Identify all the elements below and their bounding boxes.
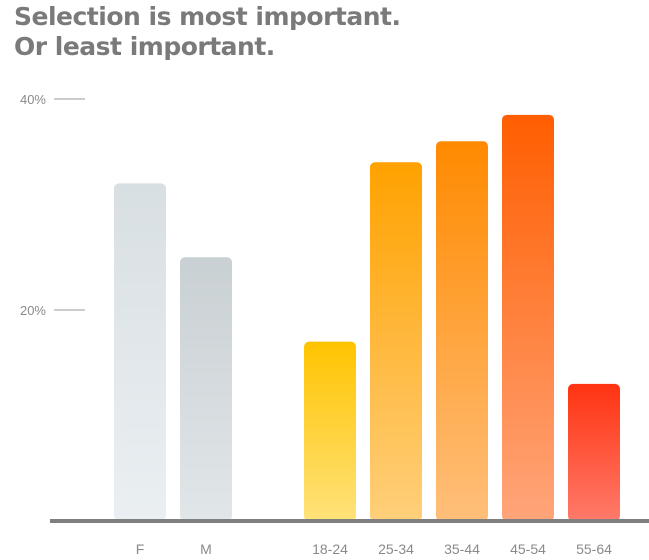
x-axis-labels: F M 18‑24 25‑34 35‑44 45‑54 55‑64: [136, 541, 612, 557]
x-tick-label: F: [136, 541, 145, 557]
bar-25-34: [370, 162, 422, 522]
x-tick-label: 35‑44: [444, 541, 480, 557]
x-tick-label: 18‑24: [312, 541, 348, 557]
x-tick-label: M: [200, 541, 212, 557]
bar-M: [180, 257, 232, 521]
y-tick-label: 20%: [20, 303, 46, 318]
bar-F: [114, 183, 166, 521]
bar-55-64: [568, 383, 620, 521]
y-tick-label: 40%: [20, 92, 46, 107]
bar-18-24: [304, 341, 356, 521]
chart-title-line-1: Selection is most important.: [14, 2, 401, 31]
x-tick-label: 25‑34: [378, 541, 414, 557]
y-axis: 20% 40%: [20, 92, 85, 318]
chart-title: Selection is most important. Or least im…: [14, 2, 401, 62]
x-tick-label: 45‑54: [510, 541, 546, 557]
x-tick-label: 55‑64: [576, 541, 612, 557]
bar-45-54: [502, 114, 554, 521]
chart-title-line-2: Or least important.: [14, 32, 275, 61]
bars: [114, 114, 620, 522]
bar-35-44: [436, 141, 488, 521]
